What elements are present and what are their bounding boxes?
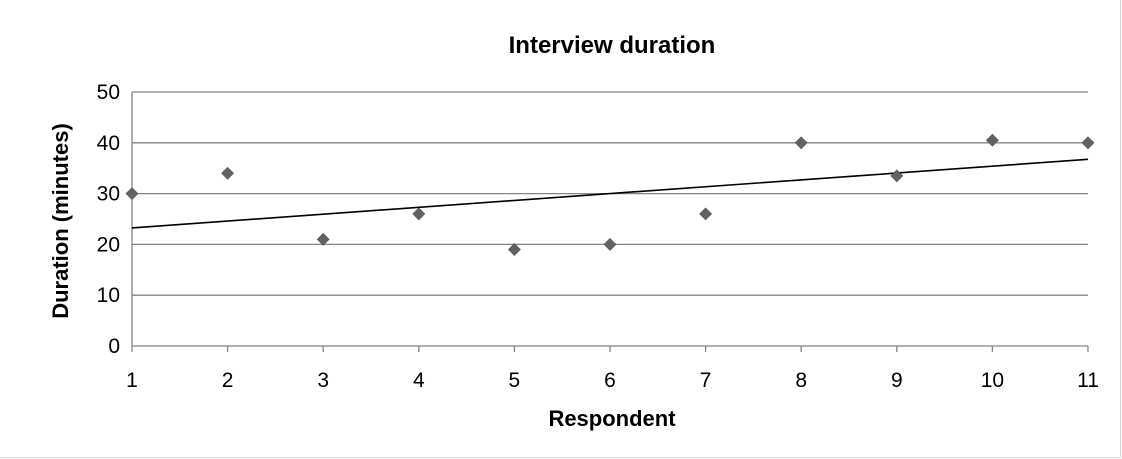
x-tick-label: 5 (509, 369, 521, 392)
chart-title: Interview duration (509, 32, 716, 59)
data-point (985, 133, 999, 147)
y-tick-labels: 0 10 20 30 40 50 (97, 81, 120, 358)
y-tick-label: 0 (108, 335, 120, 358)
x-tick-label: 11 (1077, 369, 1099, 392)
x-tick-label: 9 (891, 369, 903, 392)
y-tick-label: 20 (97, 233, 120, 256)
x-tick-labels: 1 2 3 4 5 6 7 8 9 10 11 (126, 369, 1099, 392)
data-point (699, 207, 713, 221)
x-tick-label: 4 (413, 369, 425, 392)
data-point (221, 166, 235, 180)
x-tick-label: 2 (222, 369, 234, 392)
y-tick-label: 50 (97, 81, 120, 104)
data-point (1081, 136, 1095, 150)
x-tick-label: 7 (700, 369, 712, 392)
trendline-group (131, 158, 1089, 229)
data-point (603, 237, 617, 251)
x-tick-label: 3 (317, 369, 329, 392)
data-point (794, 136, 808, 150)
data-point (890, 169, 904, 183)
x-axis-title: Respondent (548, 406, 676, 431)
data-point (507, 243, 521, 256)
x-tick-label: 10 (981, 369, 1004, 392)
axes (131, 92, 1089, 352)
y-tick-label: 10 (97, 284, 120, 307)
x-tick-label: 1 (126, 369, 138, 392)
y-tick-label: 30 (97, 183, 120, 206)
data-point (125, 187, 139, 201)
x-tick-label: 6 (604, 369, 616, 392)
y-tick-label: 40 (97, 132, 120, 155)
data-points (125, 133, 1095, 256)
x-tick-label: 8 (795, 369, 807, 392)
y-axis-title: Duration (minutes) (48, 123, 73, 319)
data-point (412, 207, 426, 221)
trendline (131, 158, 1089, 229)
data-point (316, 232, 330, 246)
